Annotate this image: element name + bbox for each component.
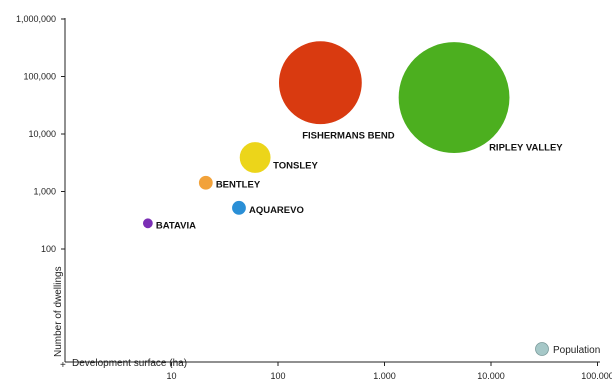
y-axis-title: Number of dwellings [53, 266, 64, 357]
bubble-ripley-valley [397, 40, 511, 155]
size-legend: Population [535, 342, 600, 356]
bubble-fishermans-bend [277, 40, 363, 126]
y-tick-label-100: 100 [41, 244, 56, 254]
x-tick-label-10: 10 [166, 371, 176, 381]
y-ticks: 100 1,000 10,000 100,000 1,000,000 [16, 14, 65, 254]
y-tick-label-1-000: 1,000 [33, 187, 56, 197]
axes [64, 18, 600, 363]
bubble-label-ripley-valley: RIPLEY VALLEY [489, 143, 563, 154]
population-legend-label: Population [553, 345, 600, 356]
x-tick-label-100: 100 [270, 371, 285, 381]
x-tick-label-100-000: 100.000 [581, 371, 612, 381]
bubble-label-bentley: BENTLEY [216, 180, 261, 191]
y-tick-label-100-000: 100,000 [23, 72, 56, 82]
bubble-label-tonsley: TONSLEY [273, 161, 318, 172]
x-axis-prefix: + [60, 360, 66, 371]
bubble-labels: RIPLEY VALLEY FISHERMANS BEND TONSLEY AQUAR… [156, 131, 563, 232]
bubble-aquarevo [230, 199, 248, 216]
y-tick-label-10-000: 10,000 [28, 129, 56, 139]
x-tick-label-10-000: 10.000 [477, 371, 505, 381]
bubble-bentley [197, 174, 214, 191]
population-legend-dot [535, 342, 549, 356]
x-tick-label-1-000: 1.000 [373, 371, 396, 381]
bubbles [141, 40, 511, 230]
x-ticks: 10 100 1.000 10.000 100.000 [166, 362, 612, 381]
bubble-label-batavia: BATAVIA [156, 220, 196, 231]
x-axis-title: Development surface (ha) [72, 358, 187, 369]
bubble-tonsley [238, 140, 272, 175]
bubble-label-aquarevo: AQUAREVO [249, 205, 304, 216]
y-tick-label-1-000-000: 1,000,000 [16, 14, 56, 24]
bubble-batavia [141, 217, 154, 230]
bubble-label-fishermans-bend: FISHERMANS BEND [302, 131, 395, 142]
